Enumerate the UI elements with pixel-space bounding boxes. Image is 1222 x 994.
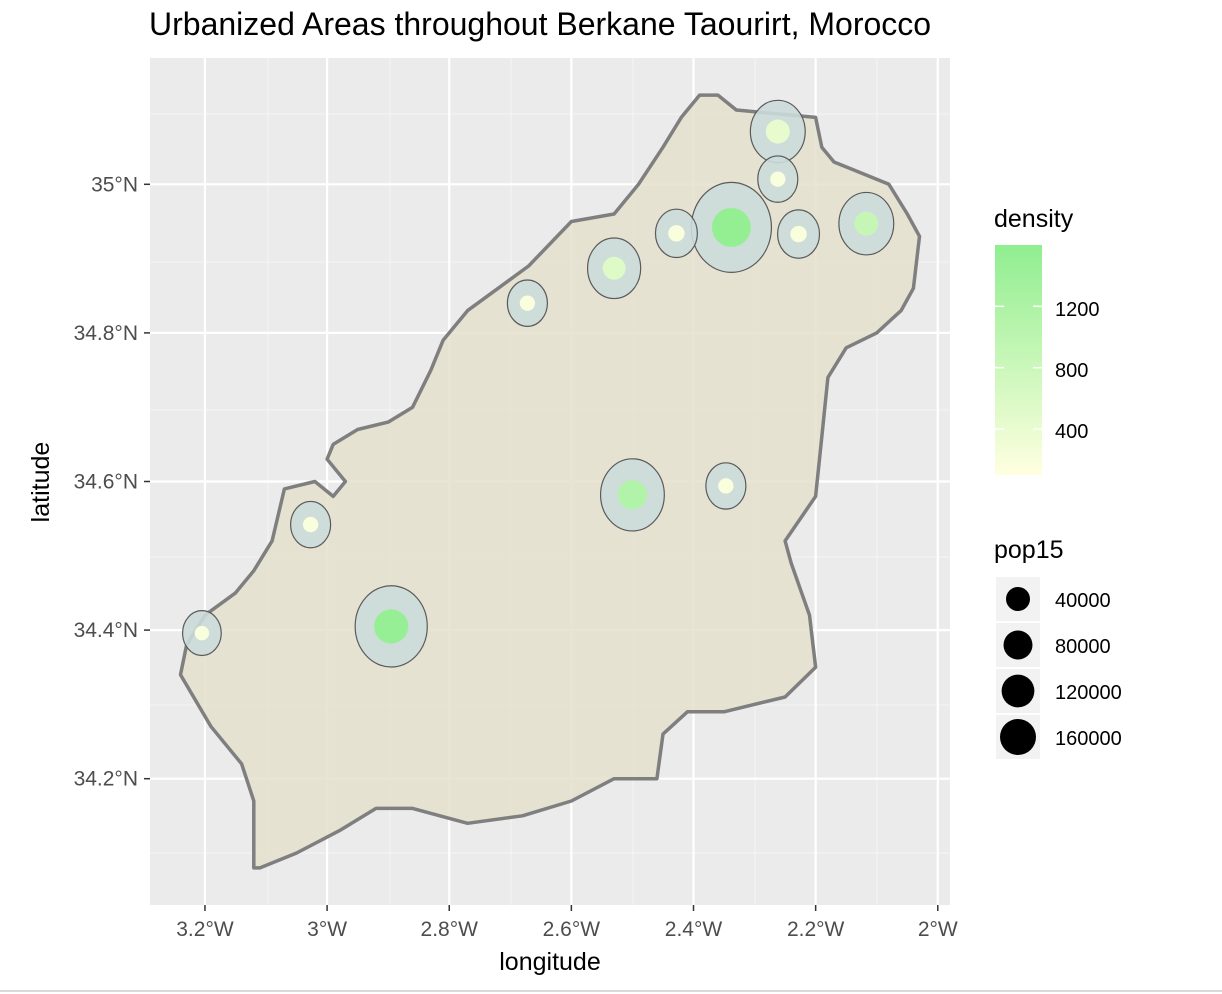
pop15-legend: pop15 40000 80000 120000 160000 [994,536,1122,759]
urban-point [519,295,536,311]
pop15-key-dot [1006,587,1030,611]
x-tick-label: 2.2°W [787,918,845,941]
x-axis: 3.2°W 3°W 2.8°W 2.6°W 2.4°W 2.2°W 2°W [176,905,958,941]
urban-point [374,609,409,644]
urban-point [854,211,879,236]
urban-point [302,516,319,533]
density-label-1200: 1200 [1055,299,1100,321]
pop15-key-dot [1000,719,1036,755]
density-label-800: 800 [1055,360,1088,382]
province-polygon [178,93,922,870]
pop15-key-dots [1000,587,1036,755]
urban-point [668,225,685,242]
urban-point [718,478,734,494]
urban-point [617,480,648,510]
x-tick-label: 2°W [918,918,958,941]
bottom-divider [0,990,1222,992]
density-colorbar [995,245,1042,475]
urban-points [194,119,879,644]
urban-point [770,171,786,187]
chart-title: Urbanized Areas throughout Berkane Taour… [149,6,931,42]
map-panel [150,58,950,905]
x-tick-label: 3°W [307,918,347,941]
pop15-label-80000: 80000 [1055,636,1111,658]
y-tick-label: 34.6°N [74,471,138,494]
y-tick-label: 34.2°N [74,768,138,791]
pop15-legend-title: pop15 [994,536,1064,564]
y-tick-label: 34.4°N [74,619,138,642]
x-axis-label: longitude [499,948,600,976]
density-colorbar-ticks [995,305,1042,430]
x-tick-label: 3.2°W [176,918,234,941]
pop15-key-dot [1003,630,1033,660]
y-axis-label: latitude [27,442,55,523]
y-tick-label: 34.8°N [74,322,138,345]
urban-point [602,256,626,280]
density-label-400: 400 [1055,421,1088,443]
density-legend: density 1200 800 400 [994,205,1100,475]
urban-point [790,225,807,243]
urban-point [711,207,751,247]
x-tick-label: 2.8°W [421,918,479,941]
pop15-label-120000: 120000 [1055,682,1122,704]
pop15-label-40000: 40000 [1055,590,1111,612]
density-legend-title: density [994,205,1074,233]
pop15-label-160000: 160000 [1055,728,1122,750]
pop15-key-dot [1001,674,1035,708]
y-tick-label: 35°N [91,173,138,196]
x-tick-label: 2.4°W [665,918,723,941]
y-axis: 35°N 34.8°N 34.6°N 34.4°N 34.2°N [74,173,150,791]
urban-point [765,119,790,144]
urban-point [194,625,210,641]
x-tick-label: 2.6°W [543,918,601,941]
